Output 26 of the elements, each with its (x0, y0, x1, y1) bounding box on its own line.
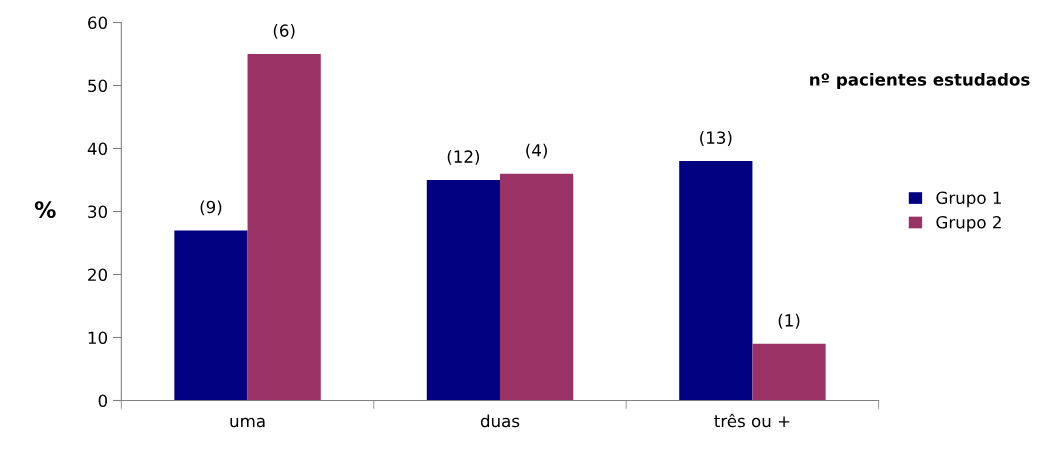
y-tick-label: 0 (98, 394, 108, 408)
annotation: (12) (447, 150, 480, 165)
annotation: (13) (700, 131, 732, 146)
x-tick-label: duas (480, 414, 520, 428)
annotation: (4) (526, 143, 547, 159)
y-tick-label: 40 (87, 142, 108, 156)
x-tick-label: uma (230, 417, 265, 428)
y-tick-label: 20 (88, 268, 108, 282)
y-tick-label: 10 (88, 331, 108, 345)
annotation: nº pacientes estudados (810, 72, 1030, 90)
annotation: (6) (273, 24, 295, 39)
annotation: (9) (200, 200, 222, 216)
y-tick-label: 30 (88, 205, 108, 219)
bar (499, 173, 574, 401)
bar (679, 161, 753, 401)
bar (247, 54, 321, 401)
legend-label: Grupo 1 (936, 191, 1001, 208)
bar (752, 343, 826, 401)
bar (426, 180, 500, 401)
y-axis-title: % (34, 201, 56, 218)
x-tick-label: três ou + (714, 413, 790, 428)
annotation: (1) (778, 313, 800, 329)
y-tick-label: 50 (88, 79, 108, 93)
legend-label: Grupo 2 (936, 215, 1001, 232)
bar (174, 230, 248, 401)
y-tick-label: 60 (88, 16, 108, 30)
